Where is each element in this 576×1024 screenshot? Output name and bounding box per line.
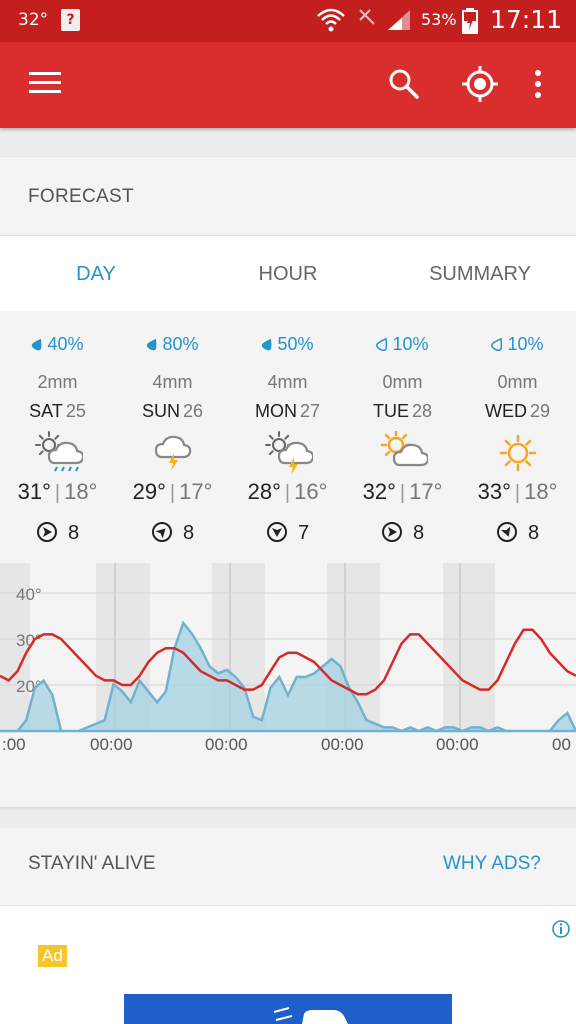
more-options-button[interactable] bbox=[524, 64, 552, 104]
high-temp: 29° bbox=[132, 479, 166, 504]
why-ads-link[interactable]: WHY ADS? bbox=[443, 853, 541, 874]
tab-summary[interactable]: SUMMARY bbox=[429, 263, 531, 285]
high-temp: 28° bbox=[247, 479, 281, 504]
temperature-range: 29° | 17° bbox=[132, 479, 213, 504]
temperature-line bbox=[0, 628, 576, 696]
day-column[interactable]: 40% 2mm SAT 25 31° | 18° 8 bbox=[0, 330, 115, 547]
night-band bbox=[443, 563, 495, 731]
temperature-range: 31° | 18° bbox=[17, 479, 98, 504]
x-tick-label: 00:00 bbox=[205, 735, 248, 754]
precip-chance: 50% bbox=[230, 330, 345, 358]
hamburger-menu-icon bbox=[29, 72, 61, 93]
wifi-icon bbox=[317, 8, 345, 32]
day-label: SUN 26 bbox=[141, 401, 204, 421]
wind-speed: 8 bbox=[0, 521, 115, 547]
wind-speed: 7 bbox=[230, 521, 345, 547]
tab-day[interactable]: DAY bbox=[76, 263, 116, 285]
wind-speed: 8 bbox=[345, 521, 460, 547]
day-label: WED 29 bbox=[484, 401, 551, 421]
wind-direction-icon bbox=[381, 522, 402, 542]
day-column[interactable]: 10% 0mm TUE 28 32° | 17° 8 bbox=[345, 330, 460, 547]
x-tick-label: 00:00 bbox=[321, 735, 364, 754]
my-location-button[interactable] bbox=[458, 62, 502, 106]
low-temp: 17° bbox=[409, 479, 443, 504]
night-band bbox=[0, 563, 30, 731]
forecast-chart: 40°30°20°:00 00:00 00:00 00:00 00:00 00 bbox=[0, 563, 576, 754]
precip-amount: 4mm bbox=[152, 372, 193, 392]
low-temp: 18° bbox=[524, 479, 558, 504]
more-vert-icon bbox=[535, 70, 541, 98]
y-tick-label: 30° bbox=[16, 631, 42, 650]
day-label: TUE 28 bbox=[372, 401, 433, 421]
wind-direction-icon bbox=[266, 522, 287, 542]
ad-banner[interactable] bbox=[124, 994, 452, 1024]
temperature-range: 32° | 17° bbox=[362, 479, 443, 504]
status-time: 17:11 bbox=[490, 5, 563, 34]
menu-button[interactable] bbox=[25, 68, 65, 98]
sun-cloud-lightning-icon bbox=[264, 431, 313, 475]
gps-location-icon bbox=[462, 66, 498, 102]
ad-badge: Ad bbox=[38, 945, 67, 967]
search-icon bbox=[389, 69, 419, 99]
precip-amount: 2mm bbox=[37, 372, 78, 392]
battery-charging-icon bbox=[462, 8, 478, 34]
raindrop-icon bbox=[262, 338, 272, 351]
high-temp: 32° bbox=[362, 479, 396, 504]
y-tick-label: 40° bbox=[16, 585, 42, 604]
wind-direction-icon bbox=[36, 522, 57, 542]
cloud-lightning-icon bbox=[154, 435, 191, 471]
x-tick-label: 00 bbox=[552, 735, 571, 754]
x-tick-label: 00:00 bbox=[436, 735, 479, 754]
ads-section-title: STAYIN' ALIVE bbox=[28, 853, 156, 874]
unknown-notification-icon: ? bbox=[61, 9, 80, 31]
precip-amount: 0mm bbox=[382, 372, 423, 392]
wind-direction-icon bbox=[496, 522, 517, 542]
no-signal-icon bbox=[359, 9, 375, 25]
wind-direction-icon bbox=[151, 522, 172, 542]
low-temp: 17° bbox=[179, 479, 213, 504]
temperature-range: 28° | 16° bbox=[247, 479, 328, 504]
precip-chance: 40% bbox=[0, 330, 115, 358]
day-column[interactable]: 80% 4mm SUN 26 29° | 17° 8 bbox=[115, 330, 230, 547]
ad-info-icon[interactable] bbox=[551, 919, 571, 939]
high-temp: 31° bbox=[17, 479, 51, 504]
battery-percent: 53% bbox=[421, 10, 457, 29]
forecast-tabs: DAY HOUR SUMMARY bbox=[0, 235, 576, 311]
x-tick-label: :00 bbox=[2, 735, 26, 754]
day-column[interactable]: 50% 4mm MON 27 28° | 16° 7 bbox=[230, 330, 345, 547]
day-column[interactable]: 10% 0mm WED 29 33° | 18° 8 bbox=[460, 330, 575, 547]
status-bar: 32° ? 53% 17:11 bbox=[0, 0, 576, 42]
precip-amount: 0mm bbox=[497, 372, 538, 392]
x-tick-label: 00:00 bbox=[90, 735, 133, 754]
raindrop-icon bbox=[491, 337, 503, 351]
low-temp: 18° bbox=[64, 479, 98, 504]
search-button[interactable] bbox=[384, 64, 424, 104]
raindrop-icon bbox=[376, 337, 388, 351]
tab-hour[interactable]: HOUR bbox=[258, 263, 318, 285]
precip-chance: 10% bbox=[460, 330, 575, 358]
sun-icon bbox=[499, 434, 536, 472]
precip-chance: 10% bbox=[345, 330, 460, 358]
sun-cloud-rain-icon bbox=[34, 431, 83, 472]
sun-cloud-icon bbox=[380, 431, 428, 467]
high-temp: 33° bbox=[477, 479, 511, 504]
raindrop-icon bbox=[147, 338, 157, 351]
raindrop-icon bbox=[32, 338, 42, 351]
low-temp: 16° bbox=[294, 479, 328, 504]
wind-speed: 8 bbox=[115, 521, 230, 547]
car-icon bbox=[273, 1007, 348, 1024]
day-label: MON 27 bbox=[254, 401, 321, 421]
forecast-title: FORECAST bbox=[28, 186, 134, 207]
precip-chance: 80% bbox=[115, 330, 230, 358]
day-label: SAT 25 bbox=[29, 401, 86, 421]
wind-speed: 8 bbox=[460, 521, 575, 547]
precipitation-area bbox=[0, 620, 576, 733]
temperature-range: 33° | 18° bbox=[477, 479, 558, 504]
app-bar bbox=[0, 42, 576, 128]
status-temperature: 32° bbox=[18, 10, 49, 30]
precip-amount: 4mm bbox=[267, 372, 308, 392]
signal-strength-icon bbox=[388, 10, 410, 30]
